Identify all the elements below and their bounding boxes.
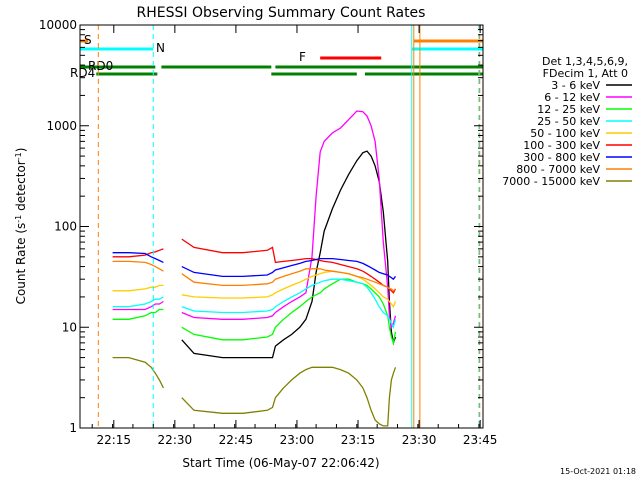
- legend-label-5: 100 - 300 keV: [523, 139, 600, 152]
- y-axis: 1 10 100 1000 10000: [39, 18, 483, 435]
- y-tick-label: 100: [54, 220, 77, 234]
- series-line-4: [112, 284, 164, 292]
- flag-label-f: F: [299, 50, 306, 64]
- series-line-8: [181, 366, 397, 427]
- legend-label-7: 800 - 7000 keV: [516, 163, 600, 176]
- legend: Det 1,3,4,5,6,9,FDecim 1, Att 03 - 6 keV…: [502, 55, 632, 188]
- legend-label-3: 25 - 50 keV: [537, 115, 600, 128]
- legend-header: Det 1,3,4,5,6,9,: [542, 55, 628, 68]
- legend-label-4: 50 - 100 keV: [530, 127, 600, 140]
- series-line-4: [181, 270, 397, 309]
- series-line-1: [181, 110, 397, 330]
- y-tick-label: 10000: [39, 18, 77, 32]
- series-line-7: [112, 260, 164, 272]
- plot-area: [112, 110, 397, 427]
- plot-frame: [79, 24, 484, 429]
- series-line-3: [181, 278, 397, 330]
- chart-title: RHESSI Observing Summary Count Rates: [137, 5, 426, 21]
- series-line-3: [112, 296, 164, 308]
- legend-header: FDecim 1, Att 0: [543, 67, 628, 80]
- x-tick-label: 23:30: [402, 433, 437, 447]
- x-tick-label: 22:30: [158, 433, 193, 447]
- legend-label-6: 300 - 800 keV: [523, 151, 600, 164]
- flag-label-rd4: RD4: [70, 66, 95, 80]
- series-line-8: [112, 356, 164, 389]
- legend-label-8: 7000 - 15000 keV: [502, 175, 600, 188]
- series-line-0: [181, 150, 397, 359]
- y-axis-label: Count Rate (s-1 detector-1): [14, 148, 29, 305]
- x-tick-label: 23:15: [341, 433, 376, 447]
- series-line-6: [181, 257, 397, 281]
- legend-label-1: 6 - 12 keV: [544, 91, 600, 104]
- x-tick-label: 22:15: [96, 433, 131, 447]
- y-tick-label: 1: [69, 421, 77, 435]
- series-line-1: [112, 300, 164, 311]
- series-line-7: [181, 268, 396, 292]
- series-line-2: [181, 278, 397, 346]
- flag-label-n: N: [156, 41, 165, 55]
- footer-timestamp: 15-Oct-2021 01:18: [560, 467, 636, 476]
- series-line-2: [112, 308, 164, 320]
- legend-label-2: 12 - 25 keV: [537, 103, 600, 116]
- vertical-markers: [97, 25, 481, 428]
- series-line-6: [112, 252, 164, 263]
- x-axis: 22:15 22:30 22:45 23:00 23:15 23:30 23:45: [91, 25, 498, 447]
- x-tick-label: 23:00: [280, 433, 315, 447]
- flag-label-rd0: RD0: [88, 59, 113, 73]
- legend-label-0: 3 - 6 keV: [551, 79, 600, 92]
- x-axis-label: Start Time (06-May-07 22:06:42): [182, 456, 379, 470]
- flag-label-s: S: [84, 33, 92, 47]
- series-line-5: [112, 248, 164, 258]
- y-tick-label: 10: [62, 320, 77, 334]
- x-tick-label: 22:45: [219, 433, 254, 447]
- x-tick-label: 23:45: [463, 433, 498, 447]
- y-tick-label: 1000: [46, 119, 77, 133]
